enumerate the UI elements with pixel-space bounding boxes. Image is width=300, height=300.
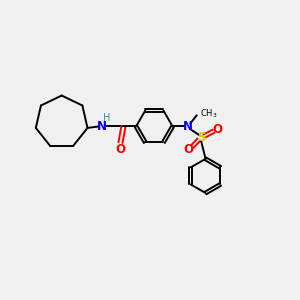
Text: N: N — [183, 120, 193, 133]
Text: O: O — [183, 143, 193, 156]
Text: N: N — [97, 120, 107, 133]
Text: CH$_3$: CH$_3$ — [200, 107, 218, 120]
Text: O: O — [213, 123, 223, 136]
Text: H: H — [103, 113, 110, 123]
Text: S: S — [197, 131, 206, 144]
Text: O: O — [115, 142, 125, 156]
